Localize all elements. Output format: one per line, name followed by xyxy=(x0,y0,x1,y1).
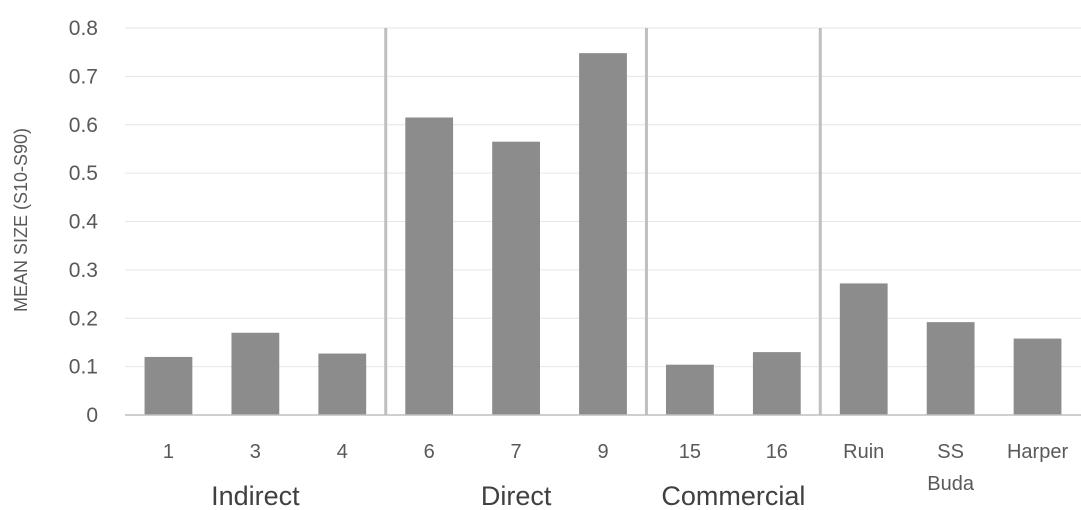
x-tick-label: SS xyxy=(937,441,964,463)
group-label: Indirect xyxy=(211,481,300,510)
x-tick-label: Buda xyxy=(927,473,975,495)
bar xyxy=(318,353,367,415)
bar xyxy=(492,141,540,415)
x-axis-category-labels: 1 3 4 6 7 9 15 16 Ruin SS Buda Harper xyxy=(163,441,1069,495)
bar xyxy=(666,364,714,415)
x-tick-label: 3 xyxy=(250,441,261,463)
group-dividers xyxy=(384,28,822,415)
y-tick-label: 0.4 xyxy=(69,211,99,234)
x-tick-label: Harper xyxy=(1007,441,1068,463)
bar xyxy=(926,322,975,415)
bar xyxy=(405,117,454,416)
y-tick-label: 0.3 xyxy=(69,259,98,282)
y-tick-label: 0.8 xyxy=(69,17,98,40)
x-tick-label: Ruin xyxy=(843,441,884,463)
group-label: Direct xyxy=(481,481,552,510)
x-tick-label: 15 xyxy=(679,441,701,463)
y-axis-title: MEAN SIZE (S10-S90) xyxy=(11,128,31,312)
y-tick-label: 0.7 xyxy=(69,65,98,88)
bar xyxy=(231,332,280,415)
y-tick-label: 0.5 xyxy=(69,162,98,185)
x-tick-label: 7 xyxy=(511,441,522,463)
x-tick-label: 9 xyxy=(597,441,608,463)
bar xyxy=(752,352,801,415)
y-tick-label: 0.2 xyxy=(69,307,98,330)
x-tick-label: 6 xyxy=(424,441,435,463)
bars xyxy=(144,53,1062,416)
bar xyxy=(144,356,193,415)
bar xyxy=(579,53,627,415)
x-tick-label: 1 xyxy=(163,441,174,463)
y-tick-label: 0 xyxy=(86,404,98,427)
y-axis-ticks: 0 0.1 0.2 0.3 0.4 0.5 0.6 0.7 0.8 xyxy=(69,17,99,427)
bar xyxy=(839,283,888,415)
x-tick-label: 16 xyxy=(766,441,788,463)
y-tick-label: 0.6 xyxy=(69,114,98,137)
group-label: Commercial xyxy=(661,481,805,510)
bar xyxy=(1013,338,1062,415)
x-tick-label: 4 xyxy=(337,441,348,463)
y-tick-label: 0.1 xyxy=(69,356,98,379)
group-labels: Indirect Direct Commercial xyxy=(211,481,805,510)
